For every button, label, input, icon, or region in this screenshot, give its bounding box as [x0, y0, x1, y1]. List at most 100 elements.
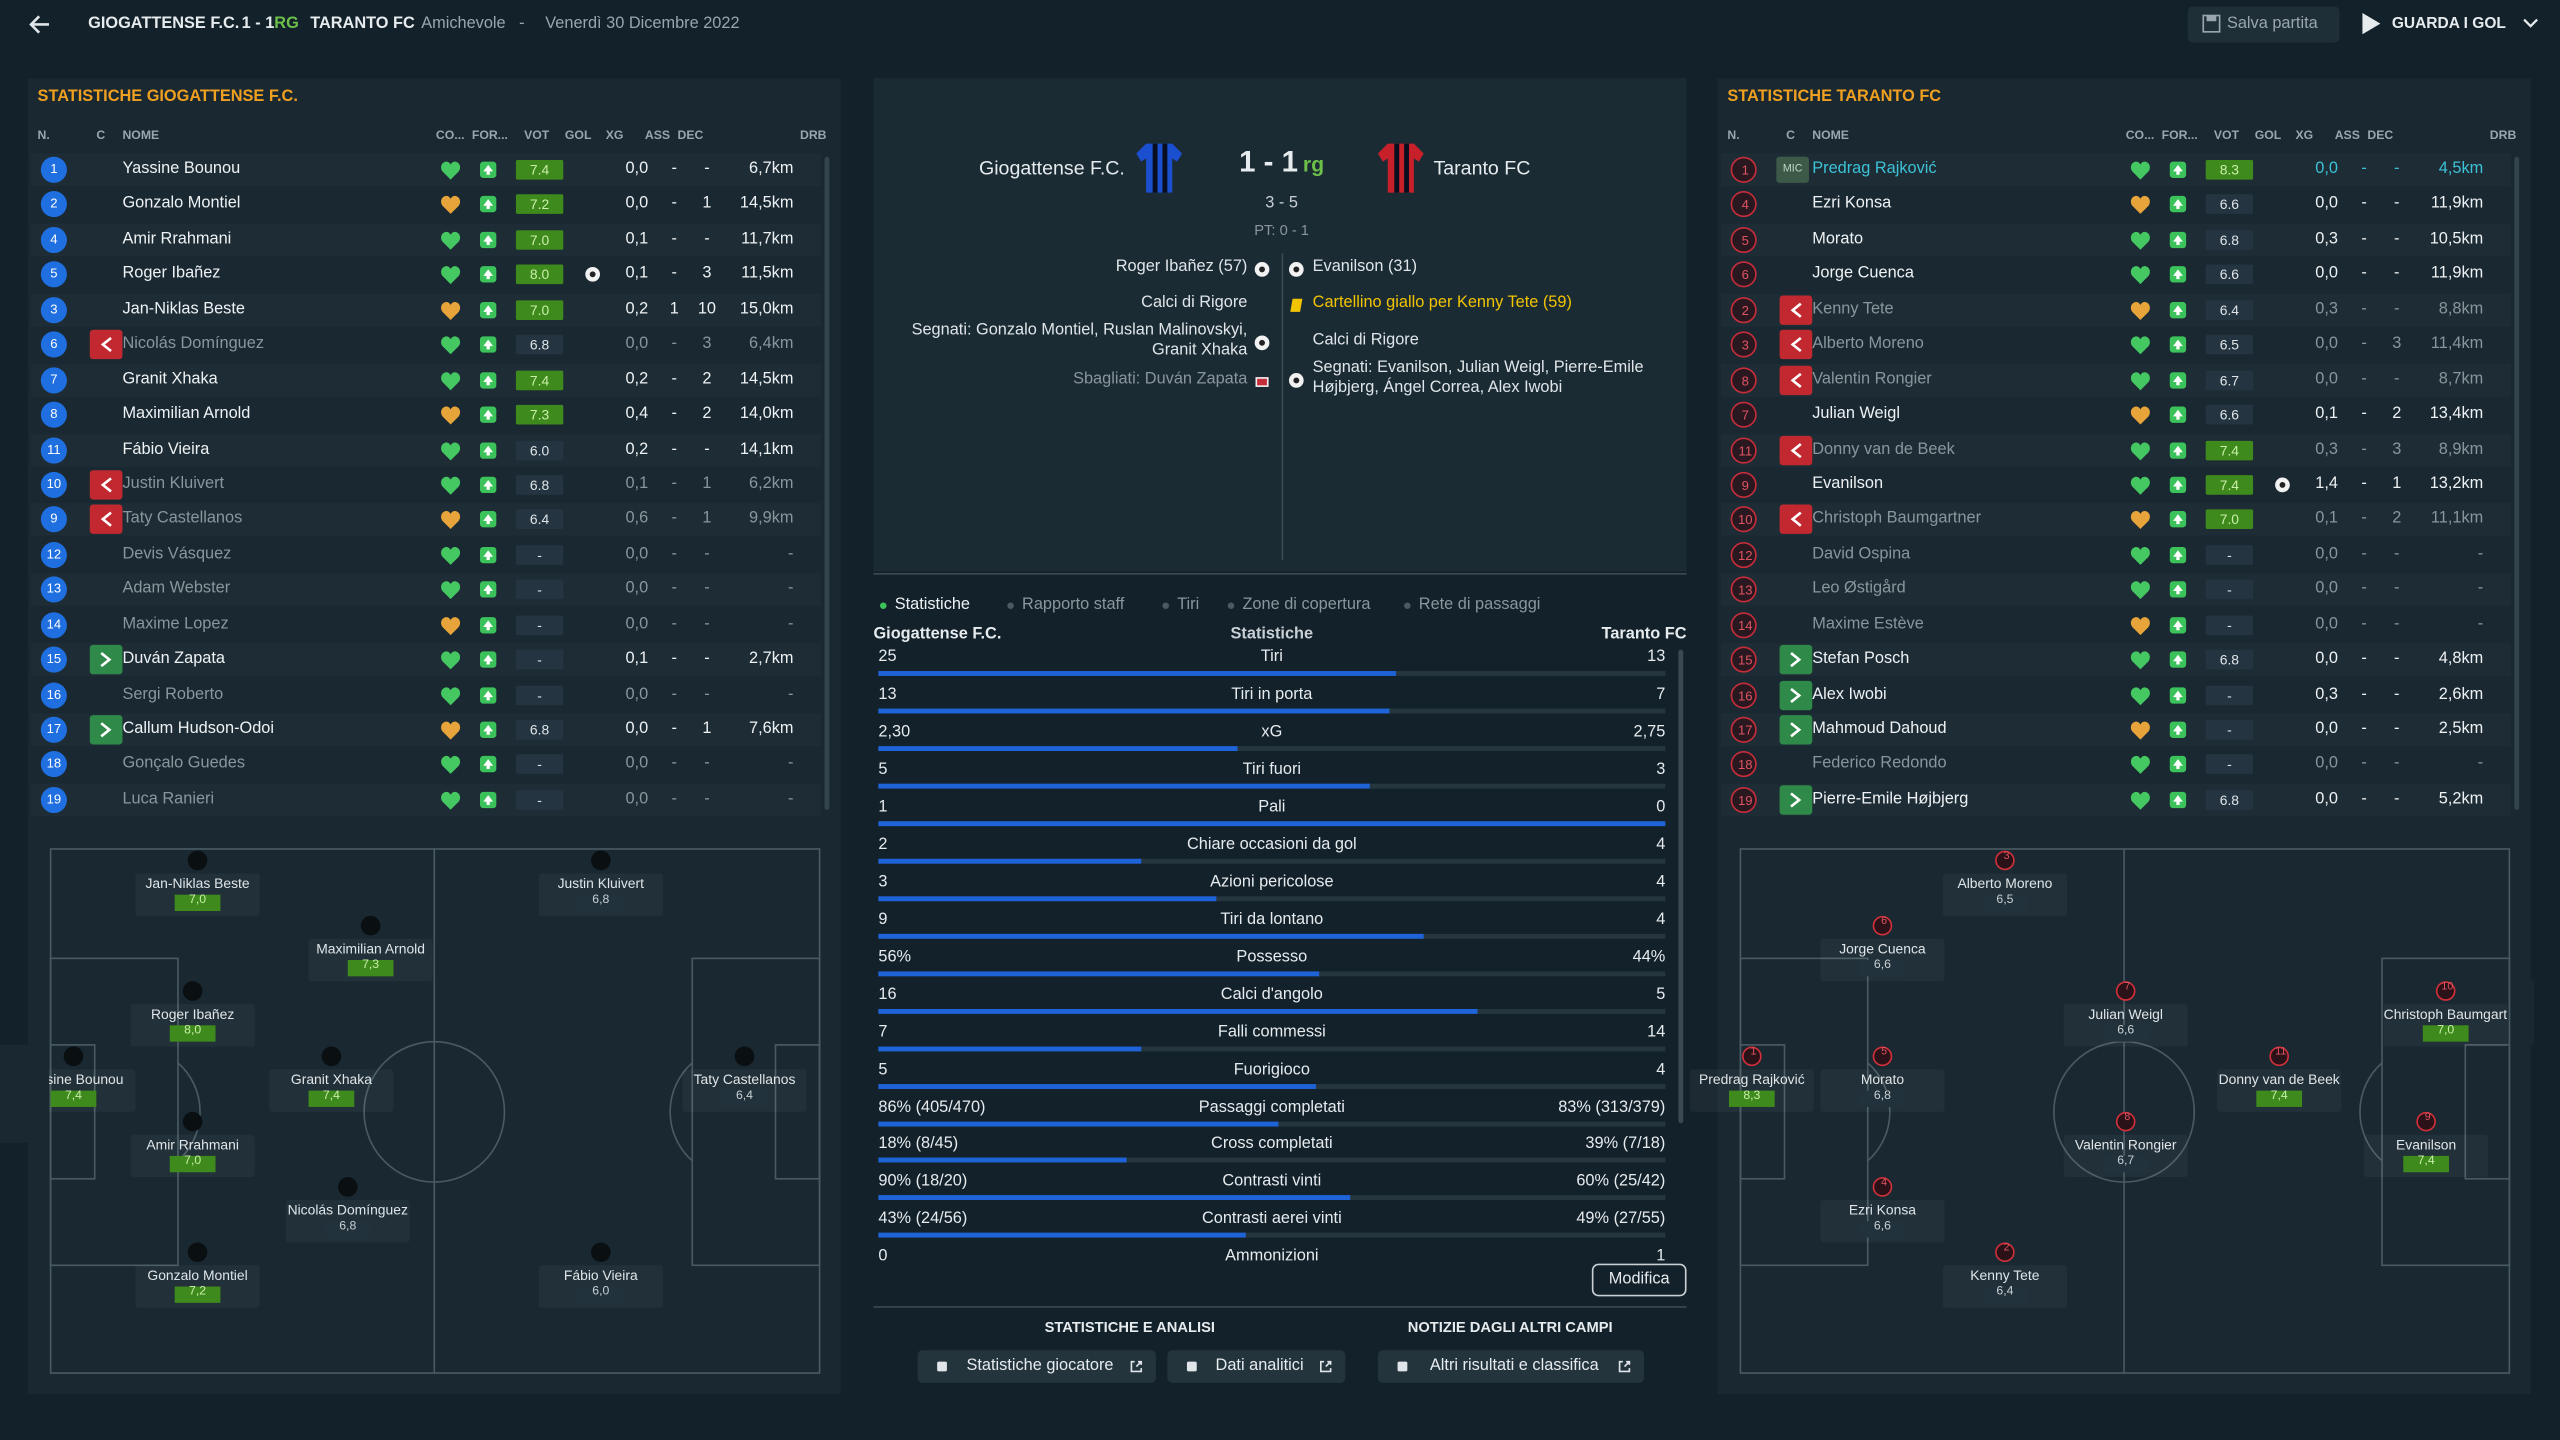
shirt-number-text: 16: [1738, 688, 1753, 704]
player-marker: [182, 1111, 203, 1132]
rating-box: 7.2: [515, 195, 564, 215]
chevron: [1790, 687, 1802, 703]
player-name: Mahmoud Dahoud: [1812, 720, 1947, 739]
goals-button[interactable]: GUARDA I GOL: [2391, 14, 2506, 33]
pitch-rating-box: 6,8: [1859, 1087, 1906, 1107]
shirt-number: 13: [40, 576, 67, 603]
rating-box: -: [2205, 685, 2254, 705]
substitution-icon: [89, 505, 123, 535]
match-summary: [873, 78, 1687, 572]
pitch-player-card[interactable]: Donny van de Beek 7,4: [2217, 1069, 2342, 1112]
rating-box: 6.5: [2205, 335, 2254, 355]
save-icon: [2202, 14, 2221, 33]
pitch-player-name: Jorge Cuenca: [1839, 940, 1926, 957]
stats-tab[interactable]: Statistiche: [894, 595, 971, 614]
pitch-player-card[interactable]: Predrag Rajković 8,3: [1689, 1069, 1814, 1112]
assists: -: [671, 615, 678, 634]
tab-dot: [880, 602, 887, 609]
footer-button[interactable]: Altri risultati e classifica: [1377, 1350, 1645, 1383]
team-kit: [1377, 143, 1424, 193]
rating-box: -: [2205, 720, 2254, 740]
xg: 0,1: [625, 230, 649, 248]
substitution-icon: [1779, 295, 1813, 325]
pitch-player-card[interactable]: Roger Ibañez 8,0: [130, 1004, 255, 1047]
rating: -: [537, 756, 542, 774]
pitch-player-card[interactable]: Julian Weigl 6,6: [2063, 1004, 2188, 1047]
substitution-arrow: [100, 652, 112, 668]
pitch-player-card[interactable]: Granit Xhaka 7,4: [269, 1069, 394, 1112]
stats-tab[interactable]: Zone di copertura: [1242, 595, 1371, 614]
stats-tab[interactable]: Rapporto staff: [1022, 595, 1125, 614]
back-button[interactable]: [28, 15, 51, 35]
edit-label: Modifica: [1608, 1270, 1670, 1289]
pitch-player-card[interactable]: Justin Kluivert 6,8: [538, 873, 663, 916]
stat-bar: [878, 858, 1141, 864]
form-arrow: [2173, 444, 2183, 455]
rating: 7.4: [529, 161, 550, 178]
heart: [441, 686, 461, 705]
pitch-player-card[interactable]: Nicolás Domínguez 6,8: [285, 1200, 410, 1243]
rating: 6.6: [2219, 266, 2240, 283]
pitch-player-card[interactable]: Ezri Konsa 6,6: [1820, 1200, 1945, 1243]
column-header: FOR...: [471, 127, 508, 143]
pitch-player-card[interactable]: Jan-Niklas Beste 7,0: [135, 873, 260, 916]
shirt-number-text: 6: [50, 336, 58, 352]
shirt-number: 4: [40, 226, 67, 253]
pitch-player-card[interactable]: Alberto Moreno 6,5: [1942, 873, 2067, 916]
rating: 6.6: [2219, 196, 2240, 213]
form-arrow: [2173, 724, 2183, 735]
player-name: Pierre-Emile Højbjerg: [1812, 790, 1969, 809]
shirt-number: 11: [40, 436, 67, 463]
half-time: PT: 0 - 1: [1254, 222, 1309, 239]
player-name: Stefan Posch: [1812, 650, 1910, 669]
pitch-rating: 7,0: [184, 1152, 202, 1168]
pitch-player-card[interactable]: Kenny Tete 6,4: [1942, 1265, 2067, 1308]
arrow: [483, 339, 494, 350]
assists: -: [671, 510, 678, 528]
xg: 0,1: [2315, 405, 2338, 423]
footer-button[interactable]: Statistiche giocatore: [917, 1350, 1156, 1383]
morale-heart: [441, 721, 461, 740]
pitch-player-card[interactable]: Gonzalo Montiel 7,2: [135, 1265, 260, 1308]
xg: 0,2: [625, 440, 649, 458]
form-arrow: [483, 409, 494, 420]
chevron: [100, 337, 112, 353]
decisive: -: [704, 650, 710, 669]
pitch-player-card[interactable]: Taty Castellanos 6,4: [682, 1069, 807, 1112]
stat-track: [878, 858, 1666, 864]
stat-label: Azioni pericolose: [1210, 873, 1334, 892]
morale-heart: [2130, 476, 2150, 495]
heart: [441, 231, 461, 250]
player-marker: 4: [1872, 1177, 1893, 1197]
pitch-player-card[interactable]: Fábio Vieira 6,0: [538, 1265, 663, 1308]
marker-number: 2: [2003, 1242, 2010, 1254]
pitch-rating-box: 6,4: [1982, 1283, 2028, 1303]
heart: [2130, 476, 2150, 495]
pitch-rating: 8,0: [184, 1022, 202, 1037]
footer-button[interactable]: Dati analitici: [1167, 1350, 1346, 1383]
rating: -: [537, 791, 542, 809]
stats-tab[interactable]: Rete di passaggi: [1418, 595, 1541, 614]
pitch-player-card[interactable]: Morato 6,8: [1820, 1069, 1945, 1112]
arrow: [2173, 339, 2183, 350]
distance: 11,1km: [2430, 510, 2484, 528]
pitch-player-card[interactable]: Amir Rrahmani 7,0: [130, 1134, 255, 1178]
pitch-player-card[interactable]: Valentin Rongier 6,7: [2063, 1134, 2188, 1178]
xg: 0,0: [2315, 615, 2338, 634]
stat-label: Calci d'angolo: [1220, 985, 1323, 1004]
pitch-player-card[interactable]: Jorge Cuenca 6,6: [1820, 938, 1945, 982]
form-icon: [480, 651, 497, 669]
edit-button[interactable]: Modifica: [1591, 1263, 1687, 1297]
rating: 6.4: [529, 511, 550, 528]
arrow: [2173, 304, 2183, 315]
xg: 0,0: [2315, 790, 2338, 809]
stats-tab[interactable]: Tiri: [1177, 595, 1200, 614]
pitch-player-card[interactable]: Evanilson 7,4: [2364, 1134, 2489, 1178]
pitch-player-card[interactable]: Maximilian Arnold 7,3: [308, 938, 433, 982]
ball-patch: [1293, 266, 1300, 273]
external: [1130, 1360, 1143, 1373]
glyph: [1186, 1361, 1197, 1372]
player-name: Jan-Niklas Beste: [122, 300, 245, 318]
save-button[interactable]: Salva partita: [2187, 6, 2340, 43]
